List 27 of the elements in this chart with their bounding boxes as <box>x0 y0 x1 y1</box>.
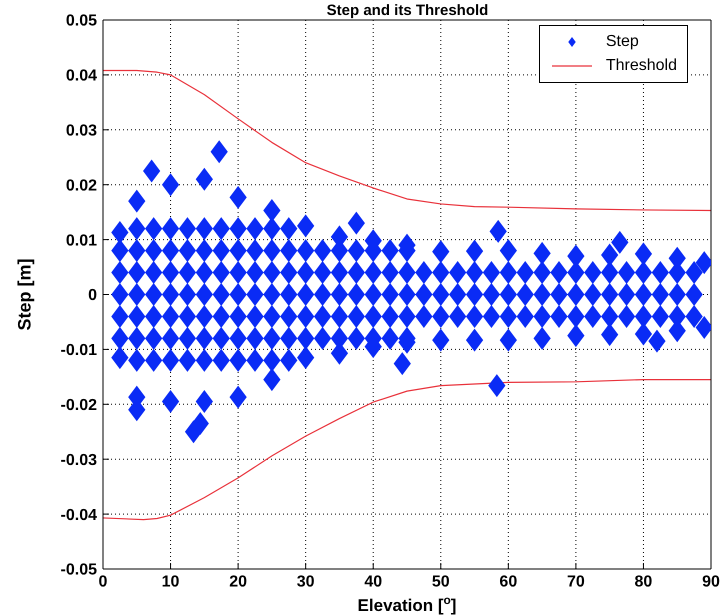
legend-label: Step <box>606 32 639 52</box>
y-tick-label: 0.04 <box>66 68 98 85</box>
y-axis-title: Step [m] <box>14 258 34 330</box>
y-tick-label: -0.03 <box>60 452 98 469</box>
legend-label: Threshold <box>606 56 677 76</box>
x-tick-label: 50 <box>432 573 450 590</box>
x-tick-label: 20 <box>229 573 248 590</box>
y-tick-label: 0.02 <box>66 177 98 194</box>
line-series <box>103 378 711 520</box>
y-tick-label: -0.04 <box>60 506 98 524</box>
x-tick-label: 10 <box>162 573 180 590</box>
y-tick-label: 0.03 <box>66 122 98 140</box>
y-tick-label: -0.05 <box>60 562 98 579</box>
line-series <box>103 70 711 212</box>
x-tick-label: 30 <box>296 573 315 590</box>
y-tick-label: -0.02 <box>60 396 98 414</box>
x-tick-label: 60 <box>499 573 518 590</box>
x-tick-label: 40 <box>364 573 382 590</box>
y-tick-label: 0 <box>88 287 98 304</box>
chart-title: Step and its Threshold <box>326 2 490 19</box>
x-tick-label: 80 <box>634 573 652 590</box>
x-tick-label: 70 <box>566 573 585 590</box>
y-tick-label: 0.01 <box>66 232 98 250</box>
x-tick-label: 90 <box>702 573 720 590</box>
y-tick-label: 0.05 <box>66 12 98 30</box>
x-axis-title: Elevation [$^{o}$] <box>358 593 456 615</box>
y-tick-label: -0.01 <box>60 342 98 360</box>
